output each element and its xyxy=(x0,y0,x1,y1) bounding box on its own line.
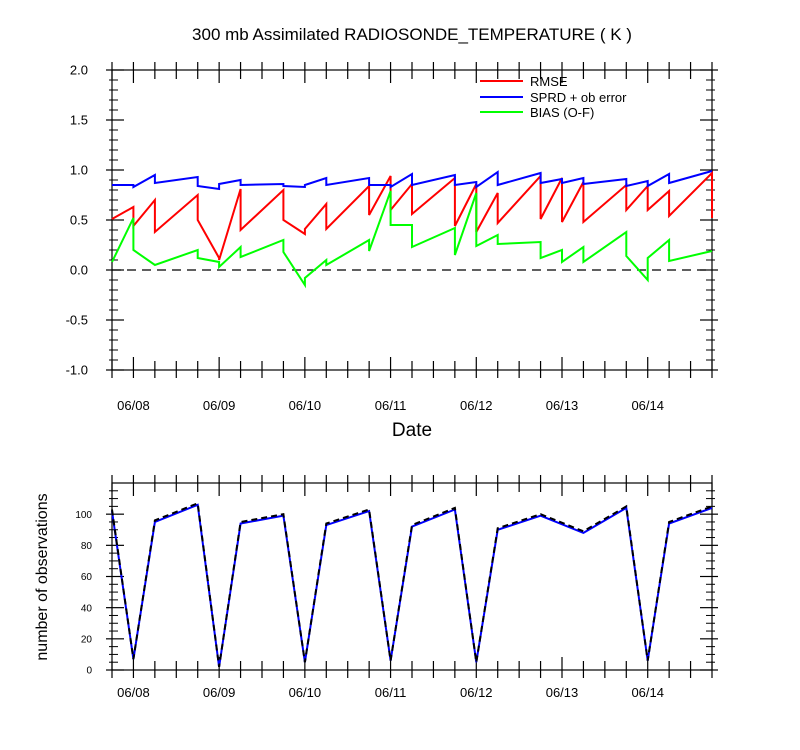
top-y-tick-label: 2.0 xyxy=(70,63,88,78)
top-x-tick-label: 06/10 xyxy=(289,398,322,413)
top-y-tick-label: -0.5 xyxy=(66,313,88,328)
bottom-x-tick-label: 06/08 xyxy=(117,685,150,700)
top-x-tick-label: 06/08 xyxy=(117,398,150,413)
top-axes: 06/08 06/09 06/10 06/11 06/12 06/13 06/14 -1.0 -… xyxy=(66,62,718,413)
bottom-x-tick-label: 06/14 xyxy=(631,685,664,700)
y-axis-label: number of observations xyxy=(34,493,51,660)
bottom-axes: 06/08 06/09 06/10 06/11 06/12 06/13 06/14 0 20 40… xyxy=(75,475,718,700)
bottom-panel: 06/08 06/09 06/10 06/11 06/12 06/13 06/14 0 20 40… xyxy=(34,475,718,700)
series-line-sprd-ob-error xyxy=(112,170,713,191)
top-y-tick-label: 0.0 xyxy=(70,263,88,278)
top-x-tick-label: 06/09 xyxy=(203,398,236,413)
bottom-x-tick-label: 06/11 xyxy=(375,685,407,700)
bottom-x-tick-label: 06/13 xyxy=(546,685,579,700)
legend-label-rmse: RMSE xyxy=(530,74,568,89)
bottom-y-tick-label: 80 xyxy=(81,541,93,552)
top-panel: 300 mb Assimilated RADIOSONDE_TEMPERATUR… xyxy=(66,25,718,441)
top-x-tick-label: 06/11 xyxy=(375,398,407,413)
legend-label-bias: BIAS (O-F) xyxy=(530,105,594,120)
series-line-bias-o-f xyxy=(111,190,713,289)
legend: RMSE SPRD + ob error BIAS (O-F) xyxy=(480,74,627,120)
top-x-tick-label: 06/14 xyxy=(631,398,664,413)
legend-label-sprd: SPRD + ob error xyxy=(530,90,627,105)
bottom-y-tick-label: 20 xyxy=(81,634,93,645)
bottom-x-tick-label: 06/12 xyxy=(460,685,493,700)
top-plot-frame xyxy=(111,69,713,371)
bottom-series xyxy=(111,501,713,668)
top-y-tick-label: 1.0 xyxy=(70,163,88,178)
top-y-tick-label: 1.5 xyxy=(70,113,88,128)
series-line-obs-possible xyxy=(111,501,713,668)
top-y-tick-label: -1.0 xyxy=(66,363,88,378)
top-series xyxy=(111,170,713,289)
top-x-tick-label: 06/12 xyxy=(460,398,493,413)
bottom-y-tick-label: 40 xyxy=(81,603,93,614)
chart-title: 300 mb Assimilated RADIOSONDE_TEMPERATUR… xyxy=(192,25,632,44)
bottom-y-tick-label: 100 xyxy=(75,510,92,521)
bottom-y-tick-label: 0 xyxy=(86,666,92,677)
x-axis-label: Date xyxy=(392,420,432,441)
bottom-x-tick-label: 06/10 xyxy=(289,685,322,700)
bottom-x-tick-label: 06/09 xyxy=(203,685,236,700)
top-x-tick-label: 06/13 xyxy=(546,398,579,413)
top-y-tick-label: 0.5 xyxy=(70,213,88,228)
bottom-y-tick-label: 60 xyxy=(81,572,93,583)
